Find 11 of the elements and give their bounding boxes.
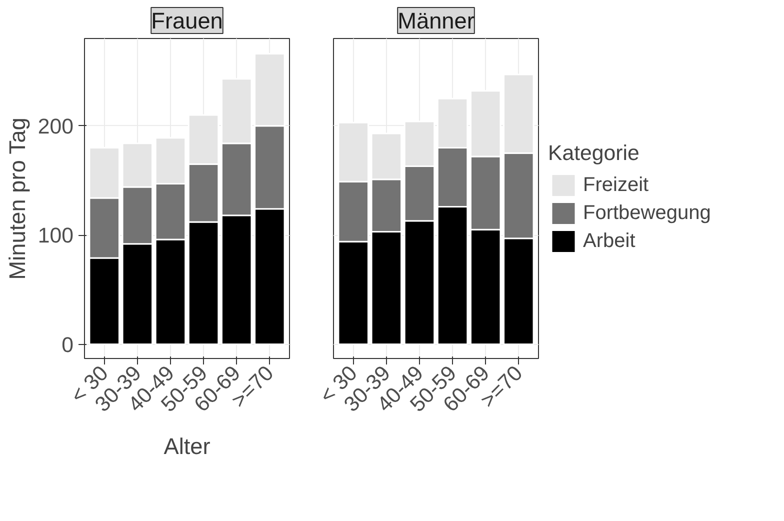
chart-title: Frauen [151, 8, 223, 34]
x-axis-title: Alter [164, 433, 211, 460]
chart-title: Männer [398, 8, 475, 34]
legend-label: Arbeit [583, 228, 636, 254]
y-tick-label: 200 [38, 114, 74, 138]
y-tick-label: 0 [62, 332, 74, 357]
y-tick-label: 100 [38, 224, 74, 248]
y-axis-title: Minuten pro Tag [4, 118, 30, 280]
legend-label: Freizeit [583, 172, 649, 198]
legend-label: Fortbewegung [583, 200, 711, 226]
legend-title: Kategorie [548, 141, 640, 166]
